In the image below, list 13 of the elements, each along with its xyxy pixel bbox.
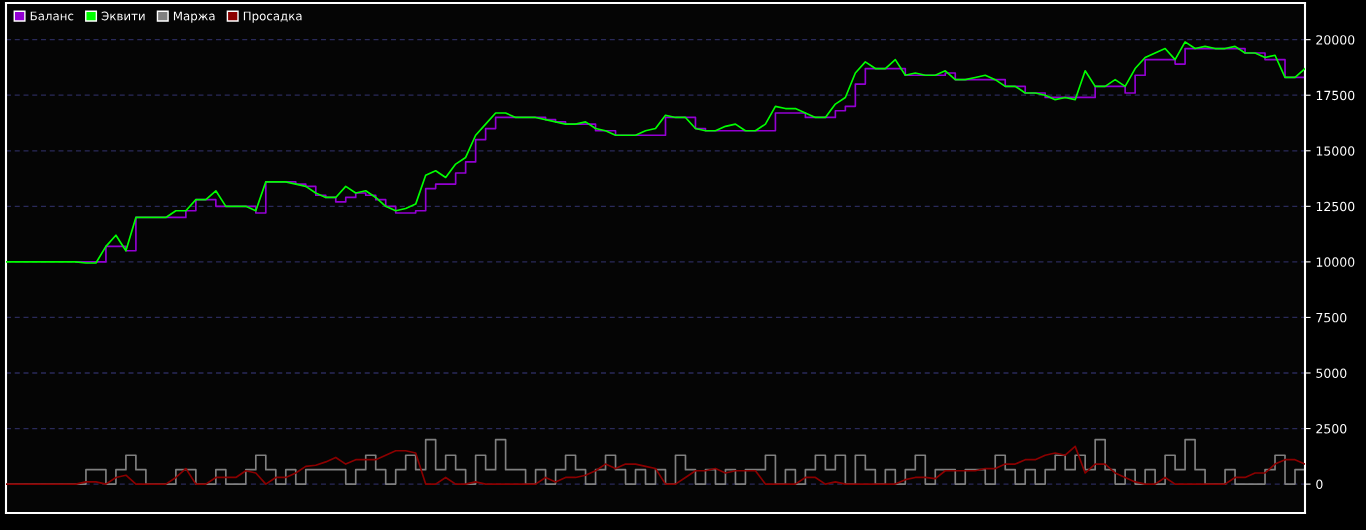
y-tick-label: 10000 (1316, 257, 1355, 267)
legend-label: Маржа (173, 11, 215, 23)
y-tick-label: 12500 (1316, 201, 1355, 212)
legend-label: Эквити (101, 11, 145, 21)
y-tick-label: 17500 (1316, 90, 1355, 101)
legend-label: Баланс (30, 11, 74, 21)
y-tick-label: 20000 (1316, 35, 1355, 45)
y-tick-label: 0 (1316, 479, 1323, 490)
y-tick-label: 7500 (1316, 312, 1347, 323)
legend-label: Просадка (243, 11, 302, 23)
y-tick-label: 2500 (1316, 424, 1347, 434)
y-tick-label: 5000 (1316, 368, 1347, 378)
y-tick-label: 15000 (1316, 146, 1355, 156)
